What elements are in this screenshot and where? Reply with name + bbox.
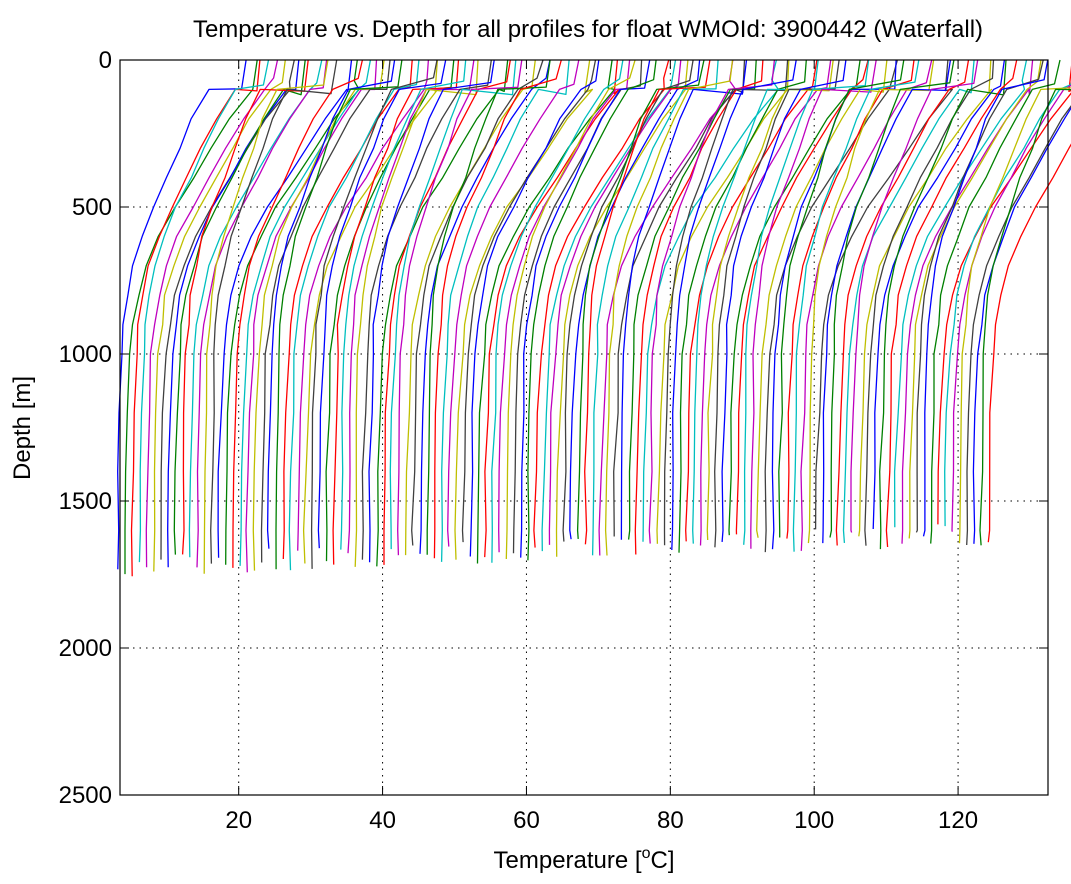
x-tick-label-3: 80: [657, 807, 684, 834]
profile-line-113: [931, 60, 1060, 544]
profile-line-1: [125, 60, 257, 574]
profile-line-6: [161, 60, 294, 560]
profile-line-53: [499, 60, 630, 552]
profile-line-121: [988, 60, 1071, 542]
y-tick-label-5: 2500: [59, 782, 112, 809]
profile-line-76: [665, 60, 788, 545]
profile-line-116: [952, 60, 1071, 532]
profile-lines: [118, 60, 1071, 576]
profile-line-101: [844, 60, 975, 543]
x-axis-label: Temperature [oC]: [494, 845, 675, 874]
profile-line-88: [751, 60, 876, 549]
profile-line-94: [793, 60, 918, 552]
profile-line-28: [318, 60, 445, 548]
profile-line-48: [463, 60, 596, 542]
profile-line-119: [973, 60, 1071, 544]
x-tick-label-0: 20: [225, 807, 252, 834]
y-axis-label: Depth [m]: [9, 376, 36, 480]
y-tick-label-4: 2000: [59, 635, 112, 662]
profile-line-30: [333, 60, 458, 565]
profile-line-19: [253, 60, 384, 571]
profile-line-44: [434, 60, 561, 558]
profile-line-63: [570, 60, 700, 539]
profile-line-14: [218, 60, 351, 558]
profile-line-112: [924, 60, 1048, 536]
y-tick-label-1: 500: [72, 194, 112, 221]
profile-line-55: [514, 60, 642, 553]
x-axis-ticks: 20 40 60 80 100 120: [225, 60, 978, 834]
profile-line-111: [916, 60, 1043, 532]
profile-line-33: [355, 60, 478, 567]
y-tick-label-2: 1000: [59, 341, 112, 368]
x-tick-label-1: 40: [369, 807, 396, 834]
x-tick-label-4: 100: [794, 807, 834, 834]
profile-line-9: [183, 60, 309, 554]
y-tick-label-0: 0: [99, 47, 112, 74]
profile-line-120: [980, 60, 1071, 545]
chart-title: Temperature vs. Depth for all profiles f…: [193, 16, 983, 43]
profile-line-115: [945, 60, 1071, 526]
profile-line-3: [139, 60, 268, 562]
x-tick-label-2: 60: [513, 807, 540, 834]
profile-line-31: [341, 60, 466, 550]
profile-line-71: [629, 60, 757, 540]
y-tick-label-3: 1500: [59, 488, 112, 515]
profile-line-87: [744, 60, 869, 545]
profile-line-46: [448, 60, 579, 547]
x-tick-label-5: 120: [938, 807, 978, 834]
profile-line-5: [154, 60, 285, 572]
profile-line-99: [830, 60, 954, 538]
